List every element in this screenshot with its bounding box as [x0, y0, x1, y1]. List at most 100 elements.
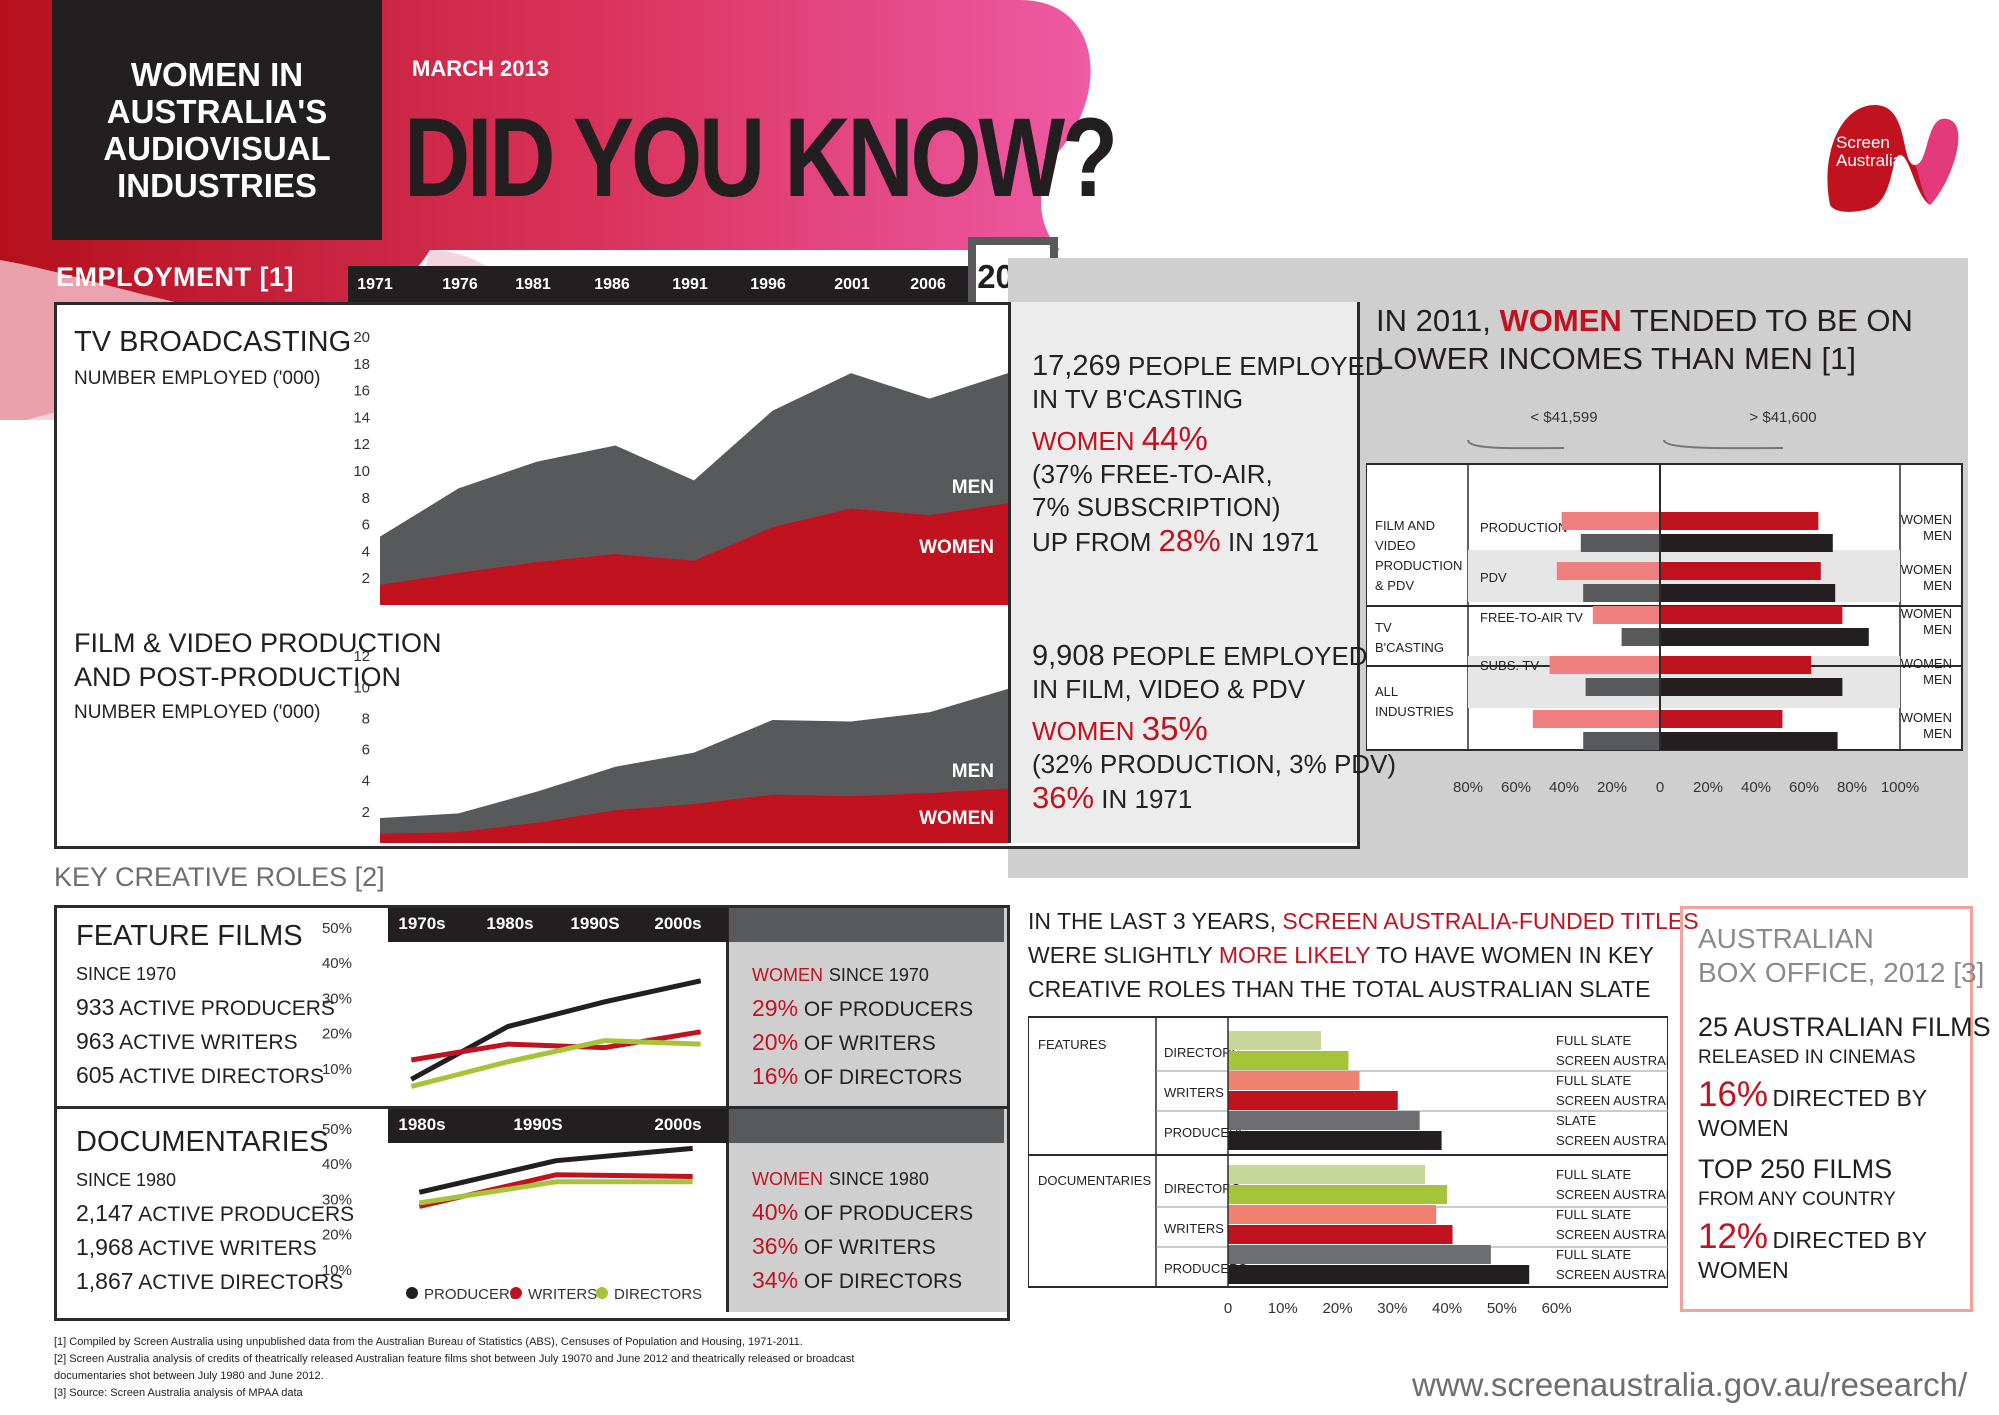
legend-men: MEN: [1923, 622, 1952, 637]
low-income-brace: [1467, 439, 1565, 450]
logo-text-1: Screen: [1836, 133, 1890, 152]
income-row-label: PDV: [1480, 570, 1507, 585]
feature-p3t: OF DIRECTORS: [803, 1066, 963, 1089]
legend-women: WOMEN: [1901, 606, 1952, 621]
legend-dot-icon: [510, 1287, 522, 1299]
bar-women-high: [1660, 710, 1783, 728]
film-women-word: WOMEN: [1032, 716, 1135, 746]
y-tick-label: 10: [353, 463, 370, 480]
feature-l3-num: 605: [76, 1062, 115, 1088]
doc-p1t: OF PRODUCERS: [803, 1202, 974, 1225]
decade-label: 1980s: [398, 1115, 445, 1134]
funded-bar: [1228, 1185, 1448, 1204]
film-1971-pct: 36%: [1032, 780, 1095, 815]
y-tick-label: 10%: [322, 1262, 352, 1279]
feature-since-txt: SINCE 1970: [828, 965, 929, 985]
legend-men: MEN: [1923, 672, 1952, 687]
bar-men-high: [1660, 678, 1843, 696]
funded-bar-label: FULL SLATE: [1556, 1033, 1631, 1048]
boxoffice-a-sub: RELEASED IN CINEMAS: [1698, 1047, 1916, 1068]
title-block: WOMEN IN AUSTRALIA'S AUDIOVISUAL INDUSTR…: [52, 0, 382, 240]
boxoffice-b: TOP 250 FILMS FROM ANY COUNTRY 12% DIREC…: [1698, 1154, 1999, 1284]
tv-women-pct: 44%: [1141, 420, 1208, 457]
funded-t2a: WERE SLIGHTLY: [1028, 942, 1213, 968]
income-group-name: TV: [1375, 620, 1392, 635]
boxoffice-b-pct: 12%: [1698, 1217, 1769, 1256]
film-detail1: (32% PRODUCTION, 3% PDV): [1032, 749, 1397, 779]
doc-p1: 40%: [752, 1199, 799, 1225]
title-line: AUSTRALIA'S: [106, 93, 328, 130]
feature-l3-txt: ACTIVE DIRECTORS: [119, 1065, 325, 1088]
funded-role-label: PRODUCERS: [1164, 1261, 1247, 1276]
funded-t1red: SCREEN AUSTRALIA-FUNDED TITLES: [1282, 908, 1699, 934]
research-url[interactable]: www.screenaustralia.gov.au/research/: [1412, 1366, 1968, 1403]
tv-detail1: (37% FREE-TO-AIR,: [1032, 459, 1273, 489]
funded-bar: [1228, 1265, 1530, 1284]
funded-bar: [1228, 1111, 1420, 1130]
tv-stat-num: 17,269: [1032, 350, 1121, 382]
funded-bar: [1228, 1225, 1453, 1244]
doc-l3-txt: ACTIVE DIRECTORS: [138, 1271, 344, 1294]
title-line: AUDIOVISUAL: [103, 130, 331, 167]
timeline-year: 1986: [594, 276, 630, 293]
men-label: MEN: [952, 477, 994, 498]
legend-women: WOMEN: [1901, 512, 1952, 527]
boxoffice-panel: [1680, 906, 1973, 1312]
y-tick-label: 30%: [322, 1191, 352, 1208]
y-tick-label: 6: [362, 517, 370, 534]
funded-role-label: DIRECTORS: [1164, 1181, 1241, 1196]
funded-x-tick: 50%: [1487, 1300, 1517, 1317]
tv-stat: 17,269 PEOPLE EMPLOYED IN TV B'CASTING W…: [1032, 350, 1384, 559]
doc-p3t: OF DIRECTORS: [803, 1270, 963, 1293]
legend-men: MEN: [1923, 726, 1952, 741]
bar-women-low: [1556, 562, 1660, 580]
doc-decade-strip: [388, 1109, 728, 1143]
income-title-red: WOMEN: [1499, 303, 1622, 338]
timeline-year: 1971: [357, 276, 393, 293]
tv-up-from: UP FROM: [1032, 527, 1152, 557]
doc-since-txt: SINCE 1980: [828, 1169, 929, 1189]
y-tick-label: 10%: [322, 1061, 352, 1078]
title-line: INDUSTRIES: [117, 167, 317, 204]
boxoffice-b-sub: FROM ANY COUNTRY: [1698, 1189, 1896, 1210]
funded-bar-label: FULL SLATE: [1556, 1247, 1631, 1262]
income-x-tick: 80%: [1837, 779, 1867, 796]
income-x-tick: 80%: [1453, 779, 1483, 796]
funded-role-label: WRITERS: [1164, 1221, 1224, 1236]
funded-bar-label: FULL SLATE: [1556, 1073, 1631, 1088]
bar-men-high: [1660, 534, 1833, 552]
tv-subtitle: NUMBER EMPLOYED ('000): [74, 368, 321, 389]
footnotes: [1] Compiled by Screen Australia using u…: [54, 1334, 954, 1402]
income-group-name: VIDEO: [1375, 538, 1415, 553]
doc-l2-txt: ACTIVE WRITERS: [138, 1237, 317, 1260]
y-tick-label: 40%: [322, 1156, 352, 1173]
men-label: MEN: [952, 761, 994, 782]
y-tick-label: 12: [353, 436, 370, 453]
funded-bar-label: FULL SLATE: [1556, 1167, 1631, 1182]
film-title-1: FILM & VIDEO PRODUCTION: [74, 628, 442, 658]
doc-p2: 36%: [752, 1233, 799, 1259]
legend-women: WOMEN: [1901, 562, 1952, 577]
funded-x-tick: 30%: [1377, 1300, 1407, 1317]
women-label: WOMEN: [919, 808, 994, 829]
employment-section-title: EMPLOYMENT [1]: [56, 262, 295, 292]
funded-bar: [1228, 1131, 1442, 1150]
bar-women-low: [1549, 656, 1660, 674]
y-tick-label: 20%: [322, 1227, 352, 1244]
income-group-name: PRODUCTION: [1375, 558, 1462, 573]
y-tick-label: 50%: [322, 1121, 352, 1138]
bar-women-low: [1561, 512, 1660, 530]
area-women: [380, 788, 1008, 843]
decade-label: 2000s: [654, 1115, 701, 1134]
creative-divider: [54, 1106, 1007, 1109]
line-producers: [410, 978, 702, 1082]
boxoffice-a: 25 AUSTRALIAN FILMS RELEASED IN CINEMAS …: [1698, 1012, 1999, 1142]
feature-since: SINCE 1970: [76, 964, 177, 984]
bar-men-low: [1583, 732, 1660, 750]
feature-p2t: OF WRITERS: [803, 1032, 936, 1055]
film-area-chart: 2 4 6 8 10 12 MEN WOMEN: [353, 648, 1008, 843]
funded-t2red: MORE LIKELY: [1218, 942, 1371, 968]
timeline-year: 1996: [750, 276, 786, 293]
y-tick-label: 6: [362, 742, 370, 759]
doc-title: DOCUMENTARIES: [76, 1126, 329, 1158]
